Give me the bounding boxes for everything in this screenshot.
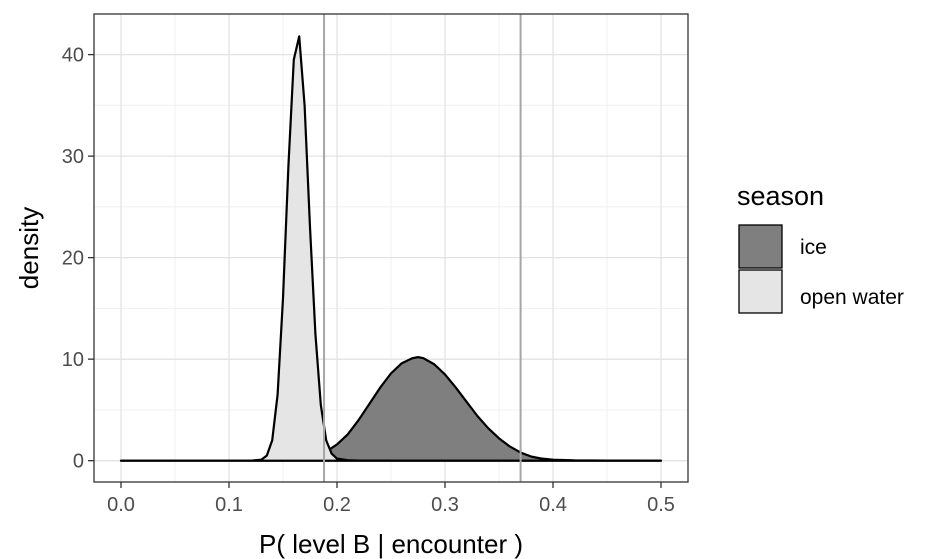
legend-key-open-water (738, 269, 783, 314)
density-areas (119, 35, 663, 462)
density-area-open-water (119, 35, 663, 462)
x-axis-ticks: 0.0 0.1 0.2 0.3 0.4 0.5 (107, 482, 675, 516)
legend-label-open-water: open water (800, 286, 904, 309)
x-tick-label: 0.2 (323, 494, 351, 516)
y-tick-label: 40 (62, 45, 84, 67)
y-axis-title: density (14, 207, 44, 289)
legend: season ice open water (737, 181, 904, 314)
y-tick-label: 10 (62, 349, 84, 371)
y-tick-label: 20 (62, 248, 84, 270)
y-axis-ticks: 0 10 20 30 40 (62, 45, 94, 473)
reference-lines (323, 14, 522, 482)
y-tick-label: 30 (62, 146, 84, 168)
x-tick-label: 0.5 (647, 494, 675, 516)
x-tick-label: 0.1 (215, 494, 243, 516)
panel-border (93, 13, 689, 483)
x-axis-title: P( level B | encounter ) (259, 529, 523, 559)
legend-label-ice: ice (800, 236, 827, 259)
y-tick-label: 0 (73, 451, 84, 473)
legend-key-ice (738, 224, 783, 269)
x-tick-label: 0.3 (431, 494, 459, 516)
x-tick-label: 0.4 (539, 494, 567, 516)
x-tick-label: 0.0 (107, 494, 135, 516)
legend-title: season (737, 181, 824, 211)
